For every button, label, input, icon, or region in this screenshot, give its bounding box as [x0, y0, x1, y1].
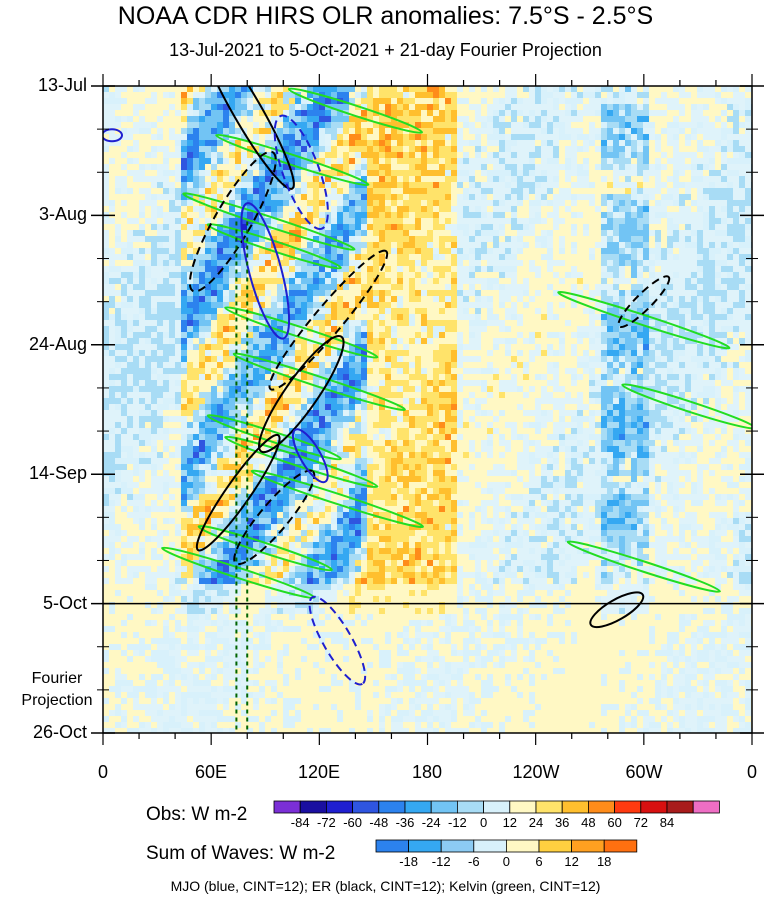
kelvin-contour — [206, 414, 342, 461]
obs-colorbar-swatch — [456, 800, 484, 814]
obs-colorbar-swatch — [299, 800, 327, 814]
obs-colorbar-label: Obs: W m-2 — [146, 804, 248, 825]
kelvin-contour — [287, 87, 423, 134]
kelvin-contour — [215, 133, 370, 187]
obs-colorbar-tick: -36 — [395, 815, 415, 830]
obs-colorbar-swatch — [692, 800, 720, 814]
plot-axes — [91, 74, 764, 745]
obs-colorbar-swatch — [535, 800, 563, 814]
waves-colorbar-swatch — [408, 839, 442, 853]
y-tick-3aug: 3-Aug — [38, 204, 87, 224]
waves-colorbar-tick: 12 — [564, 854, 579, 869]
obs-colorbar-swatch — [640, 800, 668, 814]
x-tick-60w: 60W — [625, 762, 663, 782]
obs-colorbar-swatch — [325, 800, 353, 814]
kelvin-contour — [566, 540, 721, 593]
waves-colorbar-tick: -12 — [431, 854, 451, 869]
er-contour — [268, 249, 389, 391]
x-tick-0: 0 — [97, 762, 109, 782]
mjo-contour — [103, 128, 124, 143]
obs-colorbar-swatch — [666, 800, 694, 814]
x-tick-0-right: 0 — [746, 762, 758, 782]
waves-colorbar-tick: 0 — [502, 854, 511, 869]
obs-colorbar-tick: -84 — [290, 815, 310, 830]
obs-colorbar-swatch — [483, 800, 511, 814]
x-tick-180: 180 — [411, 762, 443, 782]
obs-colorbar-tick: 24 — [528, 815, 544, 830]
waves-colorbar-swatch — [375, 839, 409, 853]
er-contour — [195, 433, 281, 552]
obs-colorbar-tick: 48 — [581, 815, 596, 830]
obs-colorbar-swatch — [588, 800, 616, 814]
chart-title: NOAA CDR HIRS OLR anomalies: 7.5°S - 2.5… — [117, 2, 654, 30]
mjo-contour — [291, 428, 329, 484]
er-contour — [617, 275, 671, 329]
obs-colorbar-swatch — [273, 800, 301, 814]
mjo-contour — [308, 595, 367, 686]
kelvin-contour — [232, 352, 406, 411]
kelvin-contour — [224, 306, 379, 359]
waves-colorbar-swatch — [440, 839, 475, 853]
er-contour — [233, 469, 316, 566]
obs-colorbar-tick: 12 — [502, 815, 518, 830]
obs-colorbar-swatch — [430, 800, 458, 814]
x-tick-120w: 120W — [512, 762, 560, 782]
kelvin-contour — [206, 223, 342, 270]
kelvin-contour — [197, 524, 333, 572]
obs-colorbar-tick: 60 — [607, 815, 622, 830]
olr-anomaly-field — [103, 86, 752, 733]
chart-subtitle: 13-Jul-2021 to 5-Oct-2021 + 21-day Fouri… — [169, 40, 602, 60]
obs-colorbar-tick: -48 — [369, 815, 389, 830]
footnote: MJO (blue, CINT=12); ER (black, CINT=12)… — [170, 878, 601, 894]
y-tick-5oct: 5-Oct — [42, 593, 87, 613]
obs-colorbar-tick: -12 — [447, 815, 467, 830]
wave-contours — [103, 86, 752, 733]
x-tick-120e: 120E — [297, 762, 341, 782]
obs-colorbar-swatch — [404, 800, 432, 814]
obs-colorbar-tick: -72 — [316, 815, 336, 830]
waves-colorbar-swatch — [473, 839, 507, 853]
waves-colorbar-tick: -18 — [399, 854, 418, 869]
waves-colorbar-tick: 18 — [596, 854, 612, 869]
obs-colorbar-tick: -24 — [421, 815, 441, 830]
obs-colorbar-swatch — [378, 800, 406, 814]
er-contour — [258, 335, 345, 454]
fourier-projection-label: Fourier Projection — [21, 670, 93, 709]
y-tick-14sep: 14-Sep — [28, 463, 87, 483]
mjo-contour — [240, 202, 291, 340]
obs-colorbar-tick: 0 — [479, 815, 488, 830]
colorbars — [273, 800, 720, 853]
kelvin-contour — [621, 383, 752, 430]
waves-colorbar-swatch — [603, 839, 638, 853]
y-tick-13jul: 13-Jul — [37, 75, 87, 95]
kelvin-contour — [557, 290, 731, 350]
x-tick-60e: 60E — [194, 762, 228, 782]
kelvin-contour — [250, 469, 424, 529]
waves-colorbar-tick: 6 — [535, 854, 543, 869]
er-contour — [199, 86, 295, 190]
mjo-contour — [273, 114, 329, 230]
obs-colorbar-tick: 84 — [659, 815, 675, 830]
obs-colorbar-tick: -60 — [343, 815, 362, 830]
y-tick-24aug: 24-Aug — [28, 334, 87, 354]
obs-colorbar-tick: 72 — [633, 815, 649, 830]
obs-colorbar-swatch — [561, 800, 589, 814]
waves-colorbar-swatch — [505, 839, 540, 853]
obs-colorbar-swatch — [352, 800, 380, 814]
waves-colorbar-label: Sum of Waves: W m-2 — [146, 843, 336, 864]
waves-colorbar-swatch — [571, 839, 605, 853]
obs-colorbar-swatch — [509, 800, 537, 814]
obs-colorbar-swatch — [614, 800, 642, 814]
er-contour — [589, 591, 645, 629]
waves-colorbar-swatch — [538, 839, 572, 853]
er-contour — [188, 150, 277, 293]
kelvin-contour — [224, 435, 379, 489]
obs-colorbar-tick: 36 — [554, 815, 570, 830]
y-tick-26oct: 26-Oct — [32, 722, 87, 742]
waves-colorbar-tick: -6 — [468, 854, 480, 869]
